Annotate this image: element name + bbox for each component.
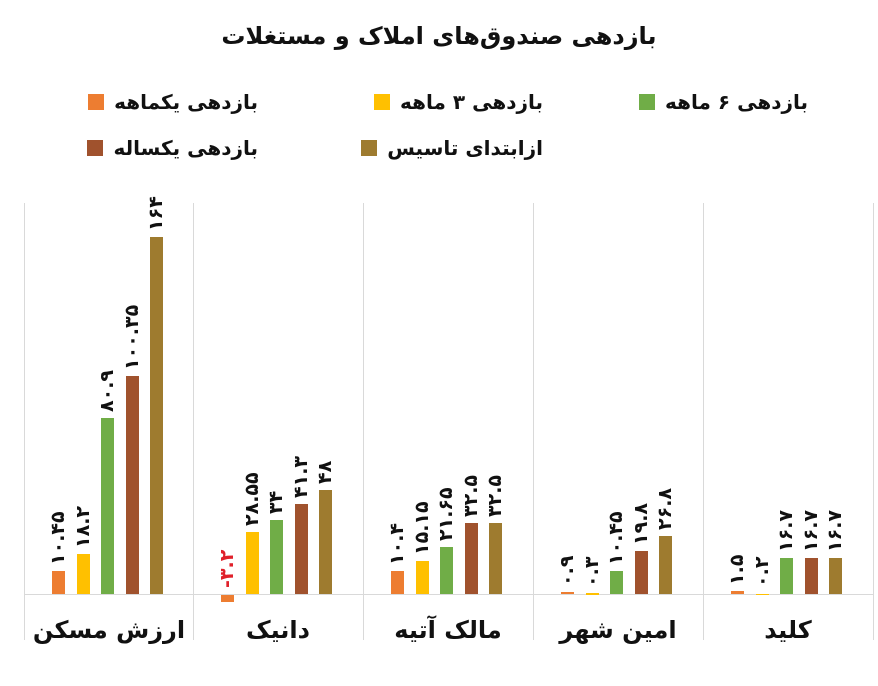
legend-item: بازدهی یکماهه [88, 87, 258, 117]
bar[interactable] [76, 554, 90, 594]
data-label: ۸۰.۹ [96, 369, 118, 412]
data-label: ۱۰۰.۳۵ [120, 304, 143, 370]
data-label: ۰.۹ [556, 555, 578, 587]
data-label: ۲۶.۸ [654, 487, 676, 530]
bar[interactable] [755, 593, 769, 596]
data-label: ۱.۵ [726, 554, 748, 585]
category-label: دانیک [246, 616, 310, 644]
data-label: ۳۴ [265, 490, 287, 514]
data-label: ۱۰.۴۵ [605, 511, 627, 566]
data-label: ۰.۲ [750, 556, 773, 587]
category-divider [533, 203, 534, 640]
legend-item: بازدهی یکساله [87, 133, 258, 163]
data-label: ۱۶.۷ [824, 509, 846, 552]
legend-label: بازدهی ۳ ماهه [400, 90, 543, 114]
legend-item: بازدهی ۳ ماهه [374, 87, 543, 117]
legend-swatch-icon [374, 94, 391, 110]
bar[interactable] [319, 489, 332, 594]
bar[interactable] [270, 519, 283, 594]
data-label: ۱۵.۱۵ [410, 501, 433, 556]
data-label: ۱۶.۷ [775, 509, 797, 552]
data-label: ۴۸ [314, 460, 336, 484]
data-label: ۳۲.۵ [484, 475, 506, 518]
bar[interactable] [245, 531, 259, 594]
chart-title: بازدهی صندوق‌های املاک و مستغلات [221, 22, 657, 50]
bar[interactable] [464, 523, 478, 594]
bar[interactable] [610, 571, 623, 594]
x-axis-baseline [24, 594, 873, 595]
category-label: کلید [764, 616, 812, 644]
category-divider [363, 203, 364, 640]
data-label: ۲۸.۵۵ [240, 472, 263, 526]
bar[interactable] [150, 236, 163, 594]
category-label: ارزش مسکن [32, 616, 186, 644]
bar[interactable] [221, 595, 234, 602]
legend-swatch-icon [639, 94, 656, 110]
legend-item: بازدهی ۶ ماهه [639, 87, 808, 117]
bar[interactable] [634, 550, 648, 594]
bar[interactable] [489, 523, 502, 594]
data-label: ۱۰.۴ [386, 523, 408, 566]
bar[interactable] [561, 592, 574, 594]
data-label: -۳.۲ [216, 549, 238, 588]
bar[interactable] [415, 561, 429, 594]
bar[interactable] [391, 571, 404, 594]
data-label: ۱۶۴ [145, 196, 167, 231]
bar[interactable] [294, 504, 308, 594]
data-label: ۰.۳ [580, 556, 603, 587]
data-label: ۱۹.۸ [629, 502, 652, 545]
legend-swatch-icon [88, 94, 105, 110]
data-label: ۱۰.۴۵ [47, 511, 69, 566]
legend-swatch-icon [87, 140, 104, 156]
legend-label: بازدهی یکماهه [114, 90, 258, 114]
category-divider [873, 203, 874, 640]
data-label: ۱۸.۲ [71, 506, 94, 549]
category-divider [703, 203, 704, 640]
bar[interactable] [52, 571, 65, 594]
category-label: امین شهر [559, 616, 677, 644]
bar[interactable] [585, 593, 599, 595]
bar[interactable] [125, 375, 139, 594]
bar[interactable] [780, 557, 793, 594]
category-divider [193, 203, 194, 640]
legend-label: ازابتدای تاسیس [387, 136, 543, 160]
legend-label: بازدهی یکساله [113, 136, 258, 160]
category-divider [24, 203, 25, 640]
bar[interactable] [659, 535, 672, 594]
bar[interactable] [440, 546, 453, 594]
legend-item: ازابتدای تاسیس [361, 133, 543, 163]
data-label: ۳۲.۵ [459, 475, 482, 518]
bar[interactable] [101, 417, 114, 594]
legend-label: بازدهی ۶ ماهه [665, 90, 808, 114]
data-label: ۲۱.۶۵ [435, 487, 457, 541]
data-label: ۴۱.۳ [289, 456, 312, 499]
data-label: ۱۶.۷ [799, 509, 822, 552]
bar[interactable] [829, 557, 842, 594]
category-label: مالک آتیه [394, 616, 502, 644]
legend-swatch-icon [361, 140, 378, 156]
bar[interactable] [804, 557, 818, 594]
bar[interactable] [731, 590, 744, 594]
